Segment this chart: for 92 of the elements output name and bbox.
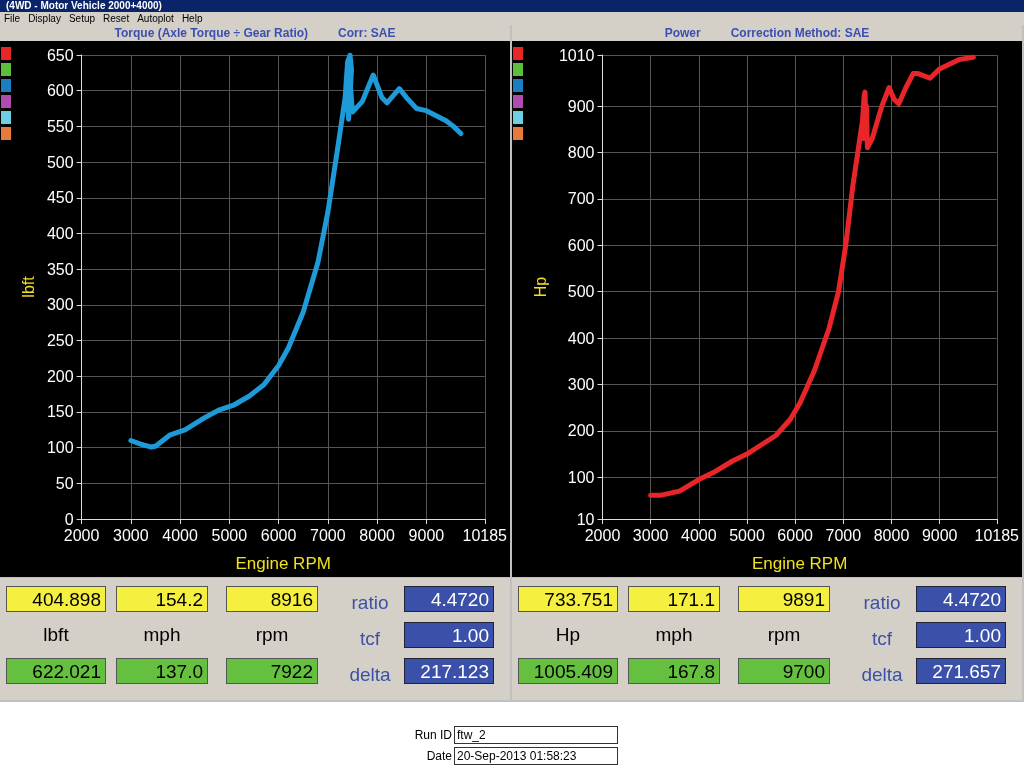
y-tick-label: 550 xyxy=(46,117,74,135)
text: delta xyxy=(860,663,904,687)
y-tick-label: 600 xyxy=(567,236,595,254)
text: 154.2 xyxy=(116,586,208,612)
y-tick-label: 600 xyxy=(46,82,74,100)
text: tcf xyxy=(358,627,382,651)
text: Help xyxy=(181,12,203,25)
x-tick-label: 7000 xyxy=(825,526,862,544)
x-tick-label: 4000 xyxy=(681,526,717,544)
y-tick-label: 300 xyxy=(567,375,595,393)
y-tick-label: 200 xyxy=(567,422,595,440)
text: Hp xyxy=(554,623,582,647)
text: 167.8 xyxy=(628,658,720,684)
y-tick-label: 500 xyxy=(567,283,595,301)
x-tick-label: 6000 xyxy=(777,526,814,544)
x-axis-title: Engine RPM xyxy=(235,554,331,573)
x-tick-label: 8000 xyxy=(359,526,396,544)
x-tick-label: 8000 xyxy=(873,526,910,544)
y-tick-label: 350 xyxy=(46,260,74,278)
chart-subtitle: Corr: SAE xyxy=(338,26,396,40)
text: Display xyxy=(28,12,61,25)
text: tcf xyxy=(870,627,894,651)
x-axis-title: Engine RPM xyxy=(751,554,848,573)
x-tick-label: 7000 xyxy=(310,526,346,544)
y-tick-label: 450 xyxy=(46,189,74,207)
text: lbft xyxy=(42,623,70,647)
y-axis-title: Hp xyxy=(531,276,549,298)
y-tick-label: 10 xyxy=(576,510,595,528)
x-tick-label: 3000 xyxy=(632,526,669,544)
y-tick-label: 100 xyxy=(46,439,74,457)
text: 733.751 xyxy=(518,586,618,612)
x-tick-label: 6000 xyxy=(260,526,297,544)
text: Reset xyxy=(103,12,130,25)
text: 171.1 xyxy=(628,586,720,612)
text: Autoplot xyxy=(137,12,174,25)
text: 1005.409 xyxy=(518,658,618,684)
x-tick-label: 10185 xyxy=(462,526,508,544)
text: 404.898 xyxy=(6,586,106,612)
y-tick-label: 800 xyxy=(567,143,595,161)
text: 622.021 xyxy=(6,658,106,684)
x-tick-label: 10185 xyxy=(974,526,1020,544)
text: 9700 xyxy=(738,658,830,684)
y-tick-label: 400 xyxy=(567,329,595,347)
text: 20-Sep-2013 01:58:23 xyxy=(454,747,618,765)
text: 1.00 xyxy=(404,622,494,648)
text: 4.4720 xyxy=(916,586,1006,612)
x-tick-label: 2000 xyxy=(584,526,621,544)
y-tick-label: 650 xyxy=(46,46,74,64)
x-tick-label: 2000 xyxy=(63,526,100,544)
text: ratio xyxy=(350,591,390,615)
y-tick-label: 0 xyxy=(64,510,74,528)
y-tick-label: 250 xyxy=(46,332,74,350)
y-axis-title: lbft xyxy=(19,275,37,298)
y-tick-label: 100 xyxy=(567,468,595,486)
x-tick-label: 9000 xyxy=(408,526,445,544)
x-tick-label: 3000 xyxy=(113,526,149,544)
text: Date xyxy=(426,749,452,763)
text: 137.0 xyxy=(116,658,208,684)
text: Run ID xyxy=(414,728,452,742)
text: delta xyxy=(348,663,392,687)
y-tick-label: 150 xyxy=(46,403,74,421)
text: 8916 xyxy=(226,586,318,612)
text: Setup xyxy=(68,12,96,25)
text: 217.123 xyxy=(404,658,494,684)
chart-title: Torque (Axle Torque ÷ Gear Ratio) xyxy=(114,26,309,40)
text: rpm xyxy=(254,623,290,647)
y-tick-label: 400 xyxy=(46,224,74,242)
x-tick-label: 5000 xyxy=(211,526,248,544)
text: ratio xyxy=(862,591,902,615)
text: (4WD - Motor Vehicle 2000+4000) xyxy=(0,0,1024,12)
x-tick-label: 5000 xyxy=(729,526,765,544)
y-tick-label: 50 xyxy=(55,474,74,492)
x-tick-label: 4000 xyxy=(162,526,199,544)
text: rpm xyxy=(766,623,802,647)
chart-title: Power xyxy=(664,26,701,40)
text: 1.00 xyxy=(916,622,1006,648)
text: 7922 xyxy=(226,658,318,684)
text: 271.657 xyxy=(916,658,1006,684)
text: mph xyxy=(142,623,182,647)
x-tick-label: 9000 xyxy=(921,526,958,544)
text: ftw_2 xyxy=(454,726,618,744)
y-tick-label: 700 xyxy=(567,190,595,208)
y-tick-label: 500 xyxy=(46,153,74,171)
y-tick-label: 900 xyxy=(567,97,595,115)
y-tick-label: 200 xyxy=(46,367,74,385)
text: 9891 xyxy=(738,586,830,612)
text: mph xyxy=(654,623,694,647)
y-tick-label: 300 xyxy=(46,296,74,314)
text: 4.4720 xyxy=(404,586,494,612)
text: File xyxy=(4,12,21,25)
chart-subtitle: Correction Method: SAE xyxy=(730,26,870,40)
y-tick-label: 1010 xyxy=(558,46,595,64)
